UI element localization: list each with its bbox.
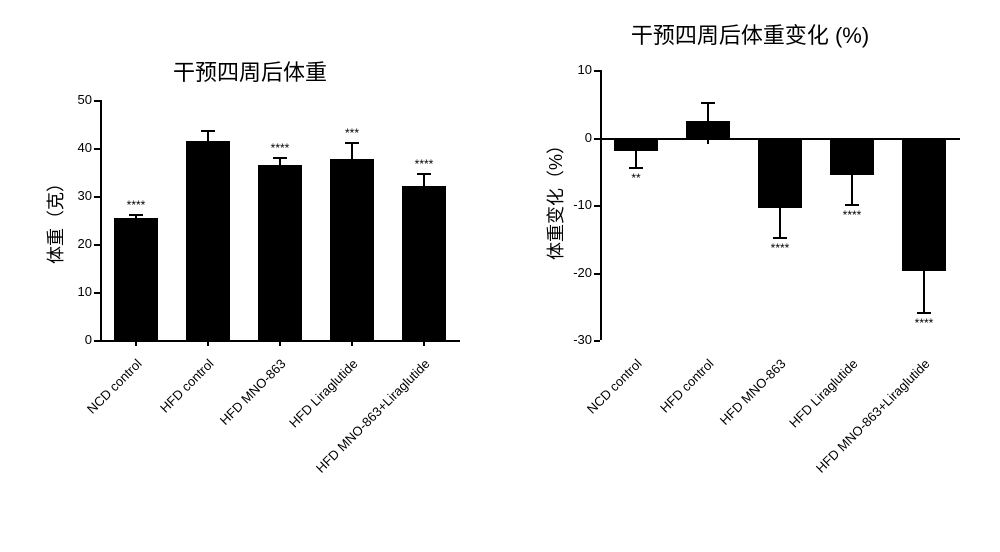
significance-marker: *** <box>322 126 382 140</box>
y-axis-label: 体重（克） <box>42 174 68 264</box>
bar <box>114 218 159 340</box>
figure: 干预四周后体重01020304050体重（克）****NCD controlHF… <box>0 0 1000 552</box>
significance-marker: **** <box>894 316 954 330</box>
category-label: NCD control <box>84 356 145 417</box>
category-label: HFD MNO-863 <box>717 356 789 428</box>
category-label: HFD control <box>657 356 717 416</box>
y-tick <box>594 205 600 207</box>
y-tick-label: 40 <box>52 140 92 155</box>
bar <box>902 138 947 272</box>
category-label: HFD control <box>157 356 217 416</box>
chart-title: 干预四周后体重 <box>0 55 500 87</box>
bar <box>686 121 731 138</box>
panel-right: 干预四周后体重变化 (%)-30-20-10010体重变化（%）**NCD co… <box>500 0 1000 552</box>
y-tick-label: -20 <box>552 265 592 280</box>
y-tick-label: 10 <box>52 284 92 299</box>
error-bar <box>851 175 853 204</box>
error-cap <box>201 130 215 132</box>
error-cap <box>129 214 143 216</box>
x-tick <box>351 340 353 346</box>
category-label: HFD MNO-863 <box>217 356 289 428</box>
bar <box>330 159 375 340</box>
chart-title: 干预四周后体重变化 (%) <box>500 18 1000 50</box>
error-cap <box>629 167 643 169</box>
bar <box>402 186 447 340</box>
error-cap <box>345 142 359 144</box>
x-tick <box>135 340 137 346</box>
y-axis <box>600 70 602 340</box>
error-bar <box>779 208 781 236</box>
y-tick-label: 10 <box>552 62 592 77</box>
y-tick-label: 0 <box>52 332 92 347</box>
bar <box>758 138 803 209</box>
y-tick <box>94 340 100 342</box>
significance-marker: **** <box>106 198 166 212</box>
error-bar <box>923 271 925 312</box>
y-tick-label: 50 <box>52 92 92 107</box>
y-tick <box>94 196 100 198</box>
error-cap <box>773 237 787 239</box>
bar <box>258 165 303 340</box>
significance-marker: **** <box>822 208 882 222</box>
y-tick-label: -30 <box>552 332 592 347</box>
y-axis <box>100 100 102 340</box>
error-cap <box>845 204 859 206</box>
x-tick <box>923 138 925 144</box>
bar <box>186 141 231 340</box>
x-tick <box>851 138 853 144</box>
error-cap <box>701 102 715 104</box>
y-tick <box>594 340 600 342</box>
category-label: NCD control <box>584 356 645 417</box>
x-tick <box>635 138 637 144</box>
y-tick <box>94 292 100 294</box>
error-cap <box>273 157 287 159</box>
y-tick <box>94 148 100 150</box>
error-cap <box>917 312 931 314</box>
x-tick <box>779 138 781 144</box>
y-tick <box>94 244 100 246</box>
error-bar <box>707 102 709 121</box>
error-bar <box>423 173 425 186</box>
x-tick <box>423 340 425 346</box>
error-bar <box>635 151 637 167</box>
significance-marker: ** <box>606 171 666 185</box>
significance-marker: **** <box>394 157 454 171</box>
y-tick <box>594 70 600 72</box>
panel-left: 干预四周后体重01020304050体重（克）****NCD controlHF… <box>0 0 500 552</box>
y-axis-label: 体重变化（%） <box>542 136 568 260</box>
error-cap <box>417 173 431 175</box>
significance-marker: **** <box>750 241 810 255</box>
x-tick <box>207 340 209 346</box>
y-tick <box>94 100 100 102</box>
x-tick <box>279 340 281 346</box>
error-bar <box>351 142 353 159</box>
y-tick <box>594 138 600 140</box>
category-label: HFD Liraglutide <box>286 356 360 430</box>
x-tick <box>707 138 709 144</box>
y-tick <box>594 273 600 275</box>
significance-marker: **** <box>250 141 310 155</box>
category-label: HFD Liraglutide <box>786 356 860 430</box>
